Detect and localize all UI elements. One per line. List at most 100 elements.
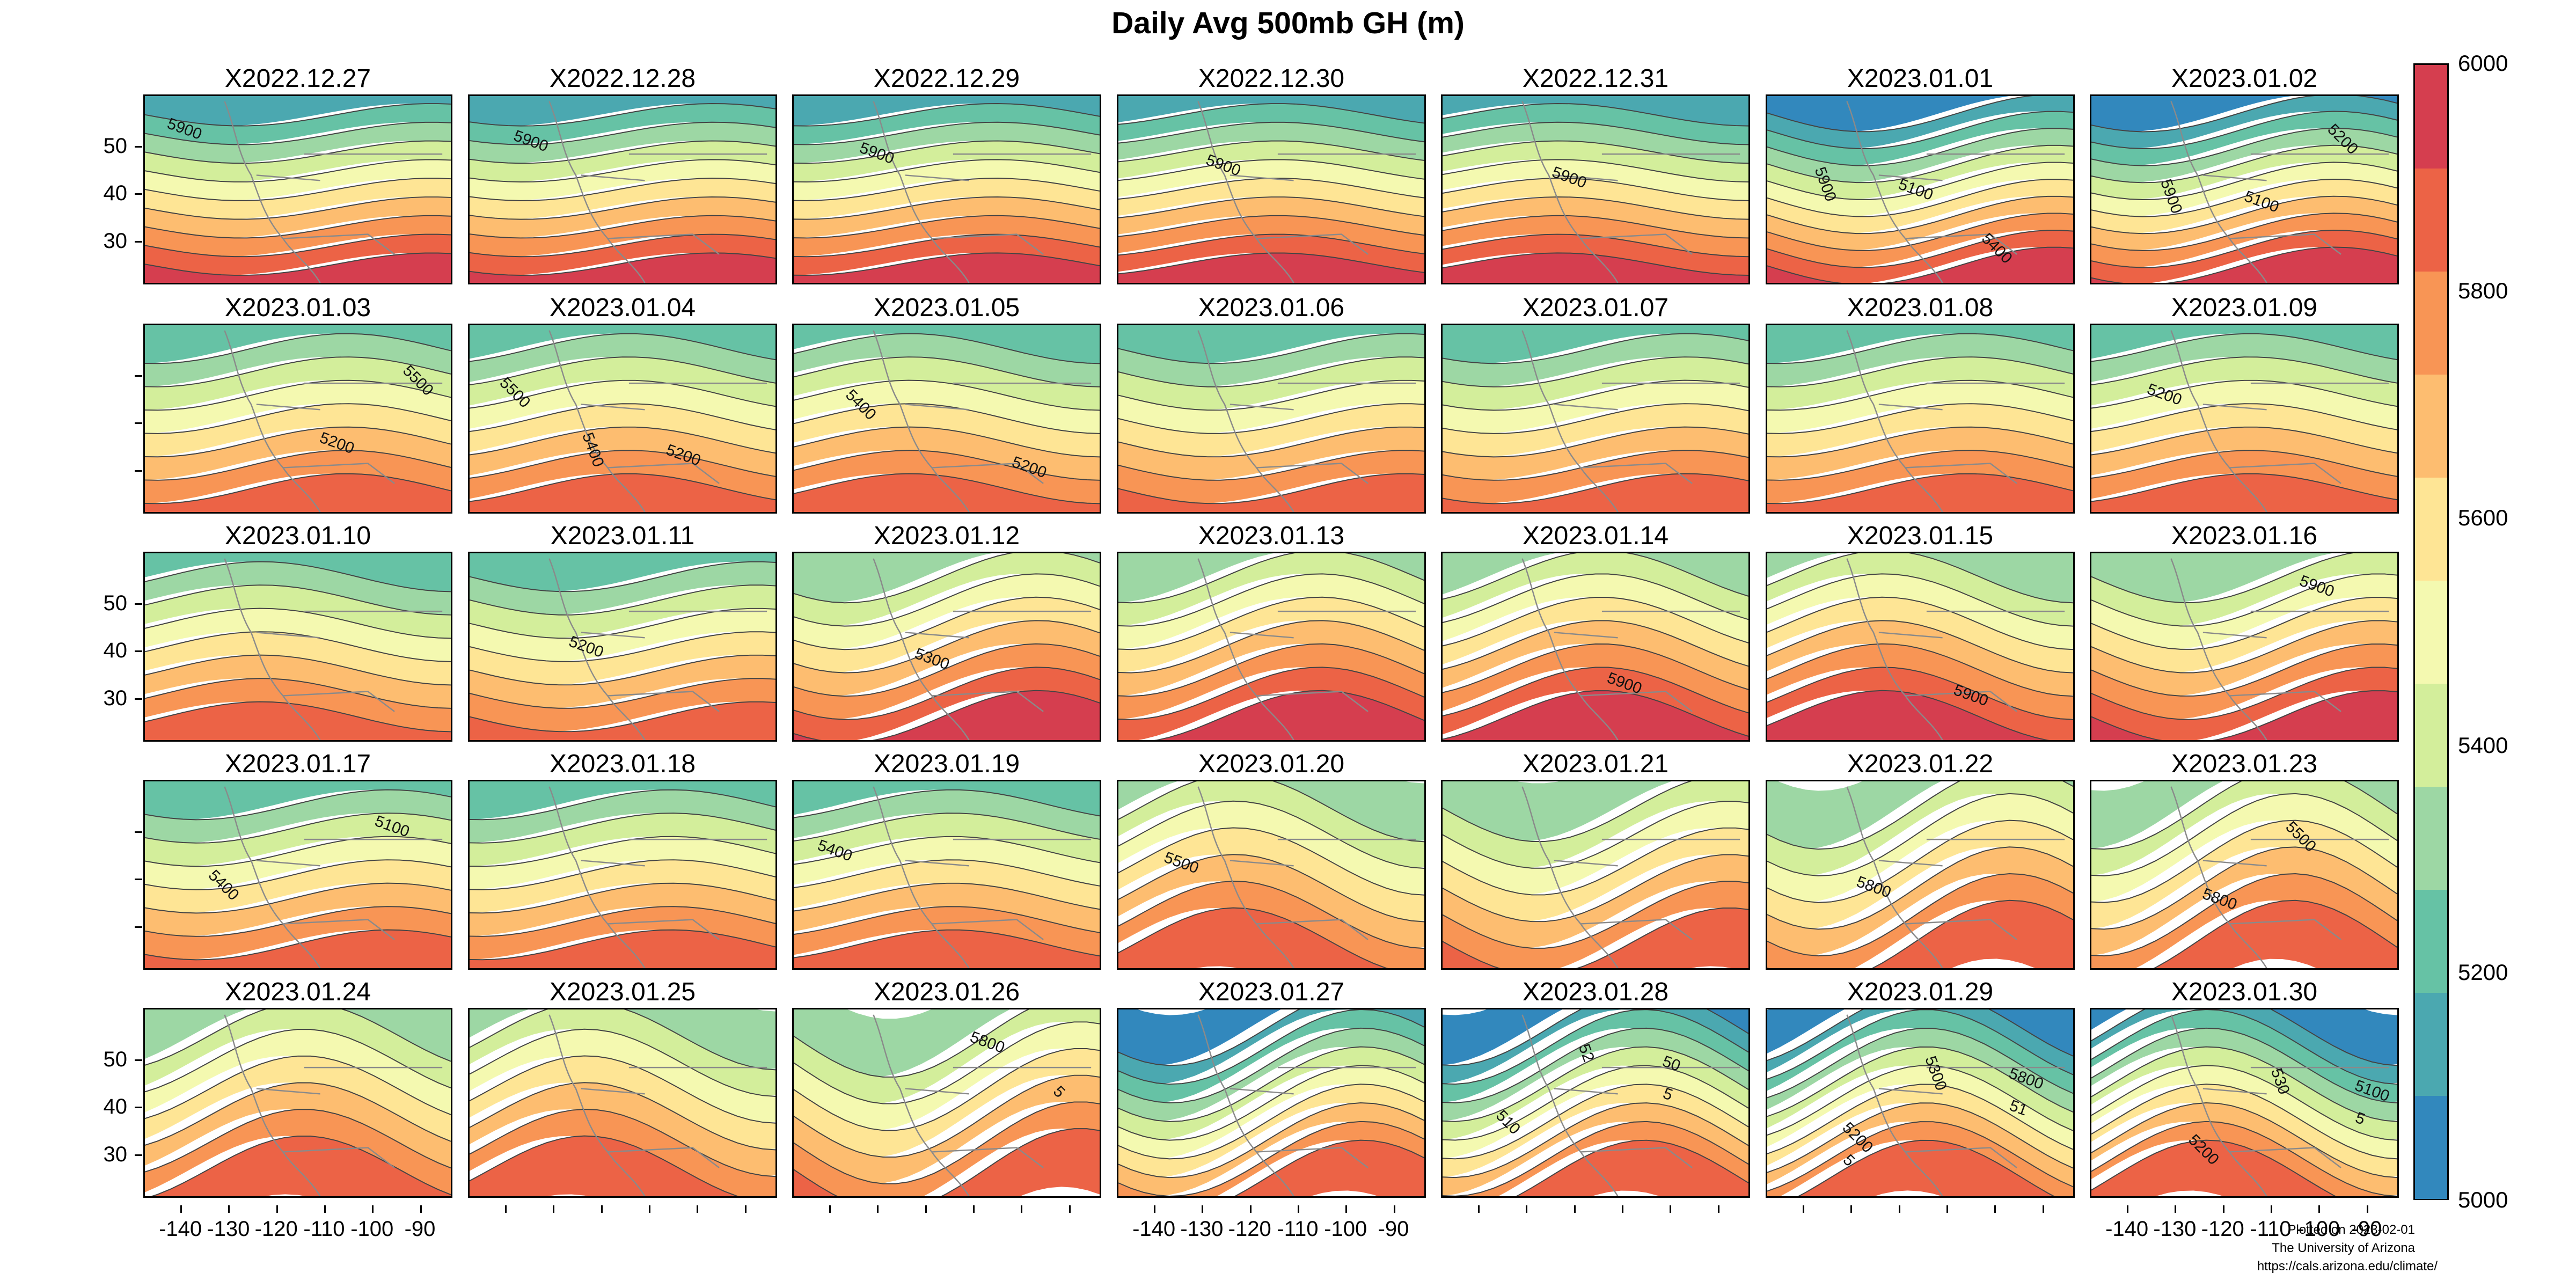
latitude-tick-mark — [135, 1107, 142, 1109]
panel-date-label: X2023.01.22 — [1847, 750, 1994, 778]
contour-map — [1443, 781, 1748, 968]
coastline-and-borders — [2170, 101, 2389, 283]
panel-date-label: X2023.01.14 — [1522, 522, 1669, 550]
coastline-and-borders — [224, 786, 443, 968]
panel-date-label: X2023.01.17 — [224, 750, 371, 778]
height-band — [470, 561, 775, 615]
contour-line — [1118, 233, 1424, 256]
contour-line — [794, 333, 1100, 364]
contour-line — [2091, 1027, 2397, 1103]
height-band — [145, 883, 451, 936]
height-band — [470, 553, 775, 592]
contour-line — [1443, 426, 1748, 458]
height-band — [1118, 197, 1424, 237]
coastline-and-borders — [2170, 558, 2389, 740]
longitude-tick-mark — [228, 1205, 230, 1213]
contour-line — [794, 379, 1100, 411]
contour-line — [145, 1009, 451, 1066]
contour-line — [794, 196, 1100, 220]
map-panel: 5900 — [1117, 94, 1426, 284]
colorbar-swatch — [2415, 992, 2447, 1096]
contour-map — [145, 553, 451, 740]
contour-line — [470, 608, 775, 639]
contour-map — [1118, 553, 1424, 740]
contour-line — [1118, 252, 1424, 275]
height-band — [1118, 357, 1424, 411]
height-band — [1767, 690, 2047, 740]
height-band — [145, 141, 451, 182]
height-band — [470, 473, 775, 512]
contour-line — [470, 561, 775, 592]
contour-line — [470, 140, 775, 164]
height-band — [1118, 553, 1424, 603]
contour-line — [470, 333, 775, 362]
contour-line — [2091, 793, 2397, 876]
contour-line — [794, 573, 1100, 627]
colorbar-swatch — [2415, 477, 2447, 581]
contour-line — [1118, 1046, 1424, 1122]
coastline-and-borders — [1521, 786, 1740, 968]
height-band — [1767, 111, 2073, 166]
contour-line — [470, 426, 775, 456]
longitude-tick-label: -100 — [350, 1217, 394, 1241]
longitude-tick-label: -90 — [1378, 1217, 1409, 1241]
contour-line — [145, 159, 451, 182]
contour-line — [1767, 873, 2073, 957]
map-panel: 5300 — [792, 552, 1101, 742]
height-band — [145, 1082, 451, 1174]
height-band — [145, 122, 451, 164]
height-band — [145, 781, 451, 820]
contour-line — [2091, 96, 2397, 133]
panel-date-label: X2023.01.06 — [1198, 294, 1345, 322]
contour-line — [1767, 620, 2073, 674]
contour-line — [1443, 379, 1748, 411]
longitude-tick-mark — [877, 1205, 879, 1213]
longitude-tick-mark — [1154, 1205, 1156, 1213]
contour-line — [2091, 1009, 2397, 1085]
contour-line — [145, 215, 451, 239]
contour-line — [145, 836, 451, 867]
contour-line — [2091, 403, 2397, 432]
colorbar-tick-label: 6000 — [2458, 50, 2508, 76]
contour-line — [1767, 667, 2073, 720]
height-band — [470, 178, 775, 219]
contour-line — [1118, 121, 1424, 144]
contour-line — [2091, 473, 2397, 502]
longitude-tick-mark — [1069, 1205, 1071, 1213]
height-band — [470, 678, 775, 732]
height-band — [2091, 427, 2397, 479]
height-band — [1118, 1103, 1424, 1196]
contour-line — [1797, 1139, 2055, 1196]
contour-line — [2091, 1102, 2397, 1179]
height-band — [470, 608, 775, 662]
figure-title: Daily Avg 500mb GH (m) — [1111, 6, 1465, 40]
height-band — [1118, 473, 1424, 512]
longitude-tick-mark — [1526, 1205, 1528, 1213]
longitude-tick-mark — [1621, 1205, 1623, 1213]
contour-line — [1443, 573, 1748, 624]
coastline-and-borders — [1197, 1014, 1416, 1196]
height-band — [145, 701, 451, 740]
height-band — [152, 1136, 451, 1196]
height-band — [794, 789, 1100, 842]
contour-map: 5900 — [2091, 553, 2397, 740]
panel-date-label: X2023.01.23 — [2171, 750, 2318, 778]
colorbar-tick-label: 5400 — [2458, 732, 2508, 758]
contour-line — [1118, 1102, 1424, 1179]
contour-line — [2153, 899, 2397, 968]
contour-line — [1767, 1065, 2073, 1136]
contour-line — [1767, 899, 2073, 968]
height-band — [145, 860, 451, 913]
contour-line — [1153, 690, 1424, 740]
contour-line — [2091, 620, 2397, 674]
contour-line — [1118, 667, 1424, 720]
map-panel: 5100 5400 5900 — [1766, 94, 2075, 284]
height-band — [1767, 427, 2073, 480]
longitude-tick-label: -120 — [1228, 1217, 1271, 1241]
contour-line — [470, 654, 775, 686]
height-band — [470, 141, 775, 182]
colorbar-tick-label: 5200 — [2458, 960, 2508, 985]
map-panel: 5800 5200 5300 51 5 — [1766, 1008, 2075, 1198]
contour-line — [794, 906, 1100, 935]
